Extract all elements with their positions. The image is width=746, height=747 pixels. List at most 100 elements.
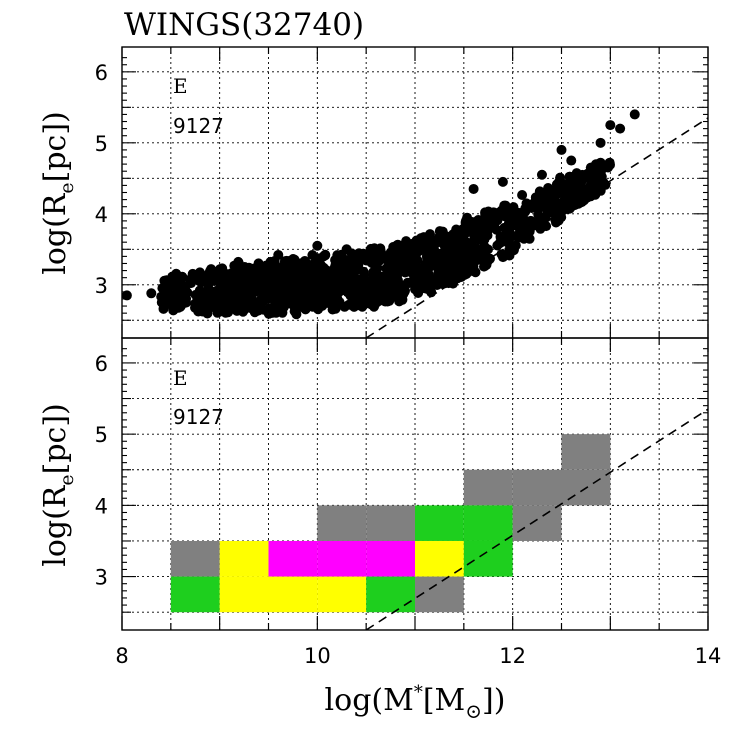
scatter-point bbox=[300, 265, 311, 276]
heatmap-bin-yellow bbox=[415, 540, 464, 577]
scatter-point bbox=[285, 292, 296, 303]
scatter-point bbox=[437, 252, 448, 263]
scatter-point bbox=[273, 299, 284, 309]
scatter-point bbox=[228, 296, 239, 307]
scatter-point bbox=[502, 211, 513, 222]
top-y-tick-labels: 3 4 5 6 bbox=[95, 61, 108, 298]
scatter-point bbox=[206, 264, 217, 275]
top-annotation-type: E bbox=[173, 74, 188, 98]
scatter-point bbox=[566, 155, 577, 166]
bottom-annotation-count: 9127 bbox=[173, 405, 224, 429]
heatmap-bin-gray bbox=[415, 576, 464, 613]
heatmap-bin-magenta bbox=[317, 540, 367, 577]
heatmap-bin-magenta bbox=[366, 540, 415, 577]
heatmap-bin-gray bbox=[463, 469, 513, 506]
heatmap-bin-green bbox=[415, 505, 464, 541]
scatter-point bbox=[470, 243, 481, 253]
scatter-point bbox=[492, 240, 503, 251]
bottom-panel: 3 4 5 6 8 10 12 14 E 9127 log(Re[pc]) log(M*[M… bbox=[38, 337, 722, 723]
scatter-point bbox=[186, 278, 196, 289]
scatter-point bbox=[460, 256, 471, 267]
scatter-point bbox=[394, 245, 405, 256]
scatter-point bbox=[605, 120, 616, 131]
scatter-point bbox=[442, 266, 453, 277]
scatter-point bbox=[535, 223, 546, 234]
scatter-point bbox=[323, 292, 333, 303]
scatter-point bbox=[300, 257, 311, 267]
top-y-tick-label: 4 bbox=[95, 203, 108, 227]
scatter-point bbox=[468, 183, 479, 194]
scatter-point bbox=[256, 297, 267, 308]
scatter-point bbox=[452, 238, 463, 249]
heatmap-bin-gray bbox=[561, 434, 611, 470]
scatter-point bbox=[471, 255, 482, 266]
scatter-point bbox=[323, 268, 334, 279]
top-scatter-points bbox=[121, 109, 640, 320]
top-panel: 3 4 5 6 E 9127 log(Re[pc]) bbox=[38, 46, 709, 339]
scatter-point bbox=[497, 176, 508, 187]
scatter-point bbox=[556, 144, 567, 155]
bot-y-tick-label: 5 bbox=[95, 423, 108, 447]
scatter-point bbox=[286, 258, 297, 269]
scatter-point bbox=[453, 250, 463, 261]
scatter-point bbox=[435, 234, 446, 245]
x-tick-label: 12 bbox=[499, 644, 526, 668]
scatter-point bbox=[298, 274, 309, 285]
scatter-point bbox=[596, 176, 607, 187]
scatter-point bbox=[577, 169, 588, 180]
scatter-point bbox=[461, 237, 472, 248]
scatter-point bbox=[463, 220, 474, 231]
scatter-point bbox=[157, 297, 168, 308]
scatter-point bbox=[212, 307, 223, 318]
scatter-point bbox=[615, 123, 626, 134]
bot-y-tick-label: 6 bbox=[95, 352, 108, 376]
scatter-point bbox=[249, 304, 260, 315]
scatter-point bbox=[585, 162, 596, 173]
scatter-point bbox=[595, 157, 606, 168]
scatter-point bbox=[146, 288, 157, 299]
scatter-point bbox=[437, 273, 447, 284]
scatter-point bbox=[553, 199, 564, 210]
scatter-point bbox=[524, 224, 535, 235]
scatter-point bbox=[543, 183, 554, 193]
scatter-point bbox=[397, 257, 408, 268]
top-y-tick-label: 3 bbox=[95, 274, 108, 298]
scatter-point bbox=[424, 278, 435, 289]
scatter-point bbox=[421, 251, 432, 262]
heatmap-bin-yellow bbox=[268, 576, 318, 613]
scatter-point bbox=[216, 288, 227, 299]
scatter-point bbox=[121, 290, 132, 301]
scatter-point bbox=[521, 198, 532, 209]
x-tick-label: 14 bbox=[695, 644, 722, 668]
scatter-point bbox=[423, 237, 434, 248]
chart-title: WINGS(32740) bbox=[124, 7, 364, 43]
x-tick-label: 10 bbox=[304, 644, 331, 668]
scatter-point bbox=[400, 267, 411, 278]
scatter-point bbox=[517, 190, 528, 200]
bottom-y-axis-label: log(Re[pc]) bbox=[38, 403, 78, 567]
top-y-tick-label: 5 bbox=[95, 132, 108, 156]
scatter-point bbox=[202, 294, 213, 305]
scatter-point bbox=[372, 262, 383, 273]
scatter-point bbox=[382, 296, 393, 307]
scatter-point bbox=[384, 251, 394, 262]
bot-y-tick-label: 4 bbox=[95, 494, 108, 518]
scatter-point bbox=[337, 258, 348, 268]
heatmap-bin-gray bbox=[366, 505, 415, 541]
scatter-point bbox=[169, 300, 180, 311]
scatter-point bbox=[555, 172, 566, 183]
scatter-point bbox=[462, 212, 473, 223]
scatter-point bbox=[483, 224, 494, 235]
scatter-point bbox=[315, 262, 326, 273]
top-y-axis-label: log(Re[pc]) bbox=[38, 111, 78, 275]
x-tick-label: 8 bbox=[115, 644, 128, 668]
bottom-y-tick-labels: 3 4 5 6 bbox=[95, 352, 108, 590]
scatter-point bbox=[367, 278, 378, 289]
top-reference-line bbox=[365, 117, 709, 339]
scatter-point bbox=[405, 246, 416, 257]
scatter-point bbox=[296, 287, 307, 298]
scatter-point bbox=[579, 190, 590, 201]
scatter-point bbox=[574, 198, 585, 209]
scatter-point bbox=[503, 219, 514, 230]
